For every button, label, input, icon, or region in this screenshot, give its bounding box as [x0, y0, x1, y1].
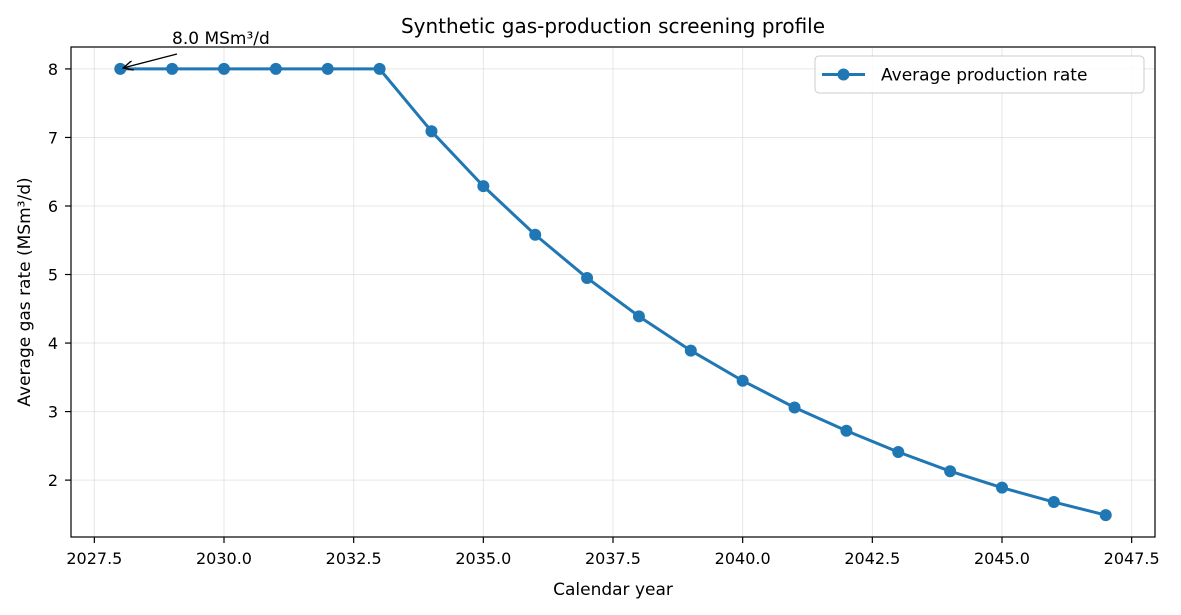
y-tick-label: 3	[48, 403, 58, 422]
x-tick-label: 2030.0	[196, 549, 252, 568]
y-axis: 2 3 4 5 6 7 8	[48, 60, 71, 490]
data-point	[425, 125, 438, 138]
x-tick-label: 2047.5	[1104, 549, 1160, 568]
y-tick-label: 6	[48, 197, 58, 216]
data-point	[581, 271, 594, 284]
data-point	[166, 62, 179, 75]
annotation-label: 8.0 MSm³/d	[172, 29, 270, 49]
y-tick-label: 5	[48, 266, 58, 285]
x-axis: 2027.5 2030.0 2032.5 2035.0 2037.5 2040.0 2042…	[66, 537, 1160, 568]
data-point	[477, 180, 490, 193]
data-point	[995, 481, 1008, 494]
legend-box	[814, 55, 1145, 94]
x-axis-label: Calendar year	[553, 580, 673, 600]
data-point	[218, 62, 231, 75]
data-point	[114, 62, 127, 75]
data-point	[632, 310, 645, 323]
x-tick-label: 2027.5	[66, 549, 122, 568]
series-line	[120, 67, 1107, 517]
data-point	[529, 228, 542, 241]
legend-entry-label: Average production rate	[881, 66, 1087, 86]
data-point	[269, 62, 282, 75]
y-tick-label: 8	[48, 60, 58, 79]
data-point	[944, 465, 957, 478]
x-tick-label: 2037.5	[585, 549, 641, 568]
y-tick-label: 7	[48, 128, 58, 147]
x-tick-label: 2040.0	[715, 549, 771, 568]
annotation: 8.0 MSm³/d	[123, 29, 270, 68]
data-point	[788, 401, 801, 414]
y-tick-label: 4	[48, 334, 58, 353]
legend: Average production rate	[814, 55, 1145, 94]
series-layer	[114, 62, 1112, 522]
y-axis-label: Average gas rate (MSm³/d)	[15, 177, 35, 406]
data-point	[321, 62, 334, 75]
chart-title: Synthetic gas-production screening profi…	[401, 14, 825, 38]
data-point	[736, 374, 749, 387]
data-point	[684, 344, 697, 357]
data-point	[1099, 509, 1112, 522]
x-tick-label: 2042.5	[844, 549, 900, 568]
data-point	[373, 62, 386, 75]
data-point	[1047, 496, 1060, 509]
annotation-arrow	[123, 53, 178, 68]
x-tick-label: 2035.0	[455, 549, 511, 568]
y-tick-label: 2	[48, 471, 58, 490]
x-tick-label: 2045.0	[974, 549, 1030, 568]
data-point	[840, 424, 853, 437]
legend-marker-swatch	[837, 68, 850, 81]
data-point	[892, 446, 905, 459]
x-tick-label: 2032.5	[326, 549, 382, 568]
